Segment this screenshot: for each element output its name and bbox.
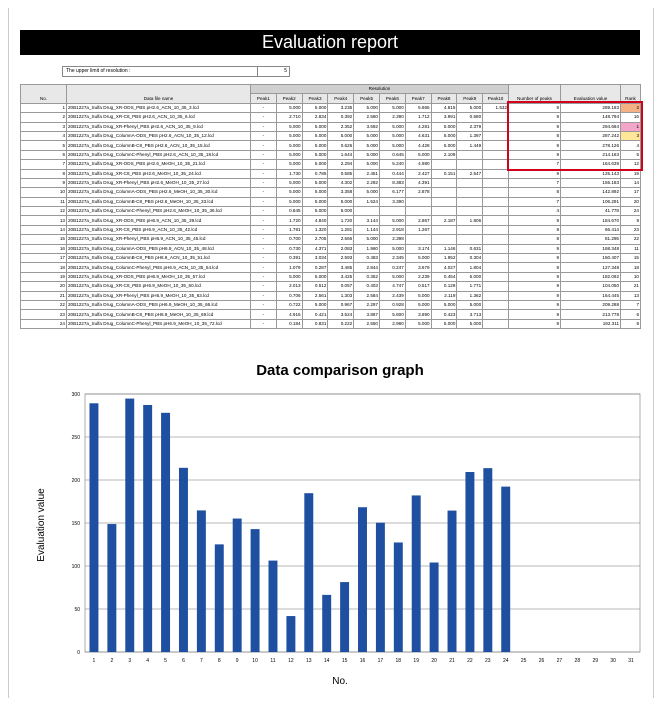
page-frame [8, 8, 654, 698]
bar [89, 403, 99, 652]
column-header: Evaluation value [560, 84, 621, 104]
bar [429, 562, 439, 652]
x-tick-label: 16 [360, 658, 366, 664]
y-tick-label: 300 [72, 392, 81, 398]
y-tick-label: 150 [72, 521, 81, 527]
x-tick-label: 19 [413, 658, 419, 664]
x-tick-label: 30 [610, 658, 616, 664]
x-tick-label: 14 [324, 658, 330, 664]
chart-title: Data comparison graph [256, 362, 424, 379]
column-header: Data file name [66, 84, 251, 104]
table-row: 24 20B1227a_Sulfa Drug_ColumnC-Phenyl_PBS… [20, 318, 641, 330]
upper-limit-value: 5 [257, 67, 289, 76]
table-row: 20 20B1227a_Sulfa Drug_XR-C8_PBS pH6.9_Me… [20, 281, 641, 292]
table-row: 2 20B1227a_Sulfa Drug_XR-C8_PBS pH2.6_ACN… [20, 112, 641, 123]
x-tick-label: 28 [575, 658, 581, 664]
bar [465, 472, 475, 652]
x-tick-label: 3 [128, 658, 131, 664]
bar [411, 495, 421, 652]
file-name: 20B1227a_Sulfa Drug_ColumnC-Phenyl_PBS p… [66, 318, 251, 330]
x-tick-label: 2 [110, 658, 113, 664]
y-axis-label: Evaluation value [36, 488, 47, 562]
bar [483, 468, 493, 652]
bar [322, 594, 332, 652]
bar [161, 412, 171, 652]
bar [393, 542, 403, 652]
x-tick-label: 1 [93, 658, 96, 664]
upper-limit-label: The upper limit of resolution : [66, 68, 131, 74]
bar [125, 398, 135, 652]
x-tick-label: 7 [200, 658, 203, 664]
x-tick-label: 29 [592, 658, 598, 664]
cell: 8 [620, 318, 641, 330]
column-header: Rank [620, 84, 641, 104]
x-tick-label: 5 [164, 658, 167, 664]
table-row: 9 20B1227a_Sulfa Drug_XR-Phenyl_PBS pH2.6… [20, 177, 641, 189]
table-row: 18 20B1227a_Sulfa Drug_ColumnC-Phenyl_PBS… [20, 262, 641, 273]
x-tick-label: 21 [449, 658, 455, 664]
x-tick-label: 15 [342, 658, 348, 664]
x-tick-label: 6 [182, 658, 185, 664]
bar [196, 510, 206, 652]
x-tick-label: 12 [288, 658, 294, 664]
bar [304, 493, 314, 652]
x-tick-label: 22 [467, 658, 473, 664]
y-tick-label: 50 [74, 607, 80, 613]
bar [340, 582, 350, 652]
x-tick-label: 25 [521, 658, 527, 664]
evaluation-table: No. Data file name Resolution Number of pea… [20, 83, 641, 330]
column-header: Number of peaks [508, 84, 561, 104]
table-row: 21 20B1227a_Sulfa Drug_XR-Phenyl_PBS pH6.… [20, 290, 641, 302]
x-tick-label: 9 [236, 658, 239, 664]
x-tick-label: 4 [146, 658, 149, 664]
bar [358, 507, 367, 652]
x-tick-label: 13 [306, 658, 312, 664]
y-tick-label: 100 [72, 564, 81, 570]
table-row: 8 20B1227a_Sulfa Drug_XR-C8_PBS pH2.6_MeO… [20, 168, 641, 179]
bar [250, 529, 260, 652]
x-tick-label: 27 [557, 658, 563, 664]
bar [286, 616, 296, 652]
x-tick-label: 26 [539, 658, 545, 664]
y-tick-label: 200 [72, 478, 81, 484]
x-tick-label: 11 [270, 658, 275, 664]
x-tick-label: 24 [503, 658, 509, 664]
bar [214, 544, 224, 652]
upper-limit: The upper limit of resolution : 5 [62, 66, 290, 77]
bar [232, 518, 242, 652]
x-tick-label: 31 [628, 658, 634, 664]
x-tick-label: 8 [218, 658, 221, 664]
bar [447, 510, 457, 652]
bar [501, 486, 511, 652]
x-tick-label: 10 [252, 658, 258, 664]
y-tick-label: 250 [72, 435, 81, 441]
bar [143, 404, 153, 652]
table-row: 17 20B1227a_Sulfa Drug_ColumnB-C8_PBS pH6… [20, 253, 641, 264]
y-tick-label: 0 [77, 650, 80, 656]
table-row: 4 20B1227a_Sulfa Drug_ColumnA-ODS_PBS pH2… [20, 130, 641, 142]
x-tick-label: 18 [396, 658, 402, 664]
report-title: Evaluation report [20, 30, 640, 55]
x-tick-label: 20 [431, 658, 437, 664]
x-tick-label: 17 [378, 658, 384, 664]
bar [375, 522, 385, 652]
bar [178, 467, 188, 652]
bar [268, 560, 278, 652]
bar [107, 524, 117, 652]
x-axis-label: No. [332, 676, 348, 687]
x-tick-label: 23 [485, 658, 491, 664]
